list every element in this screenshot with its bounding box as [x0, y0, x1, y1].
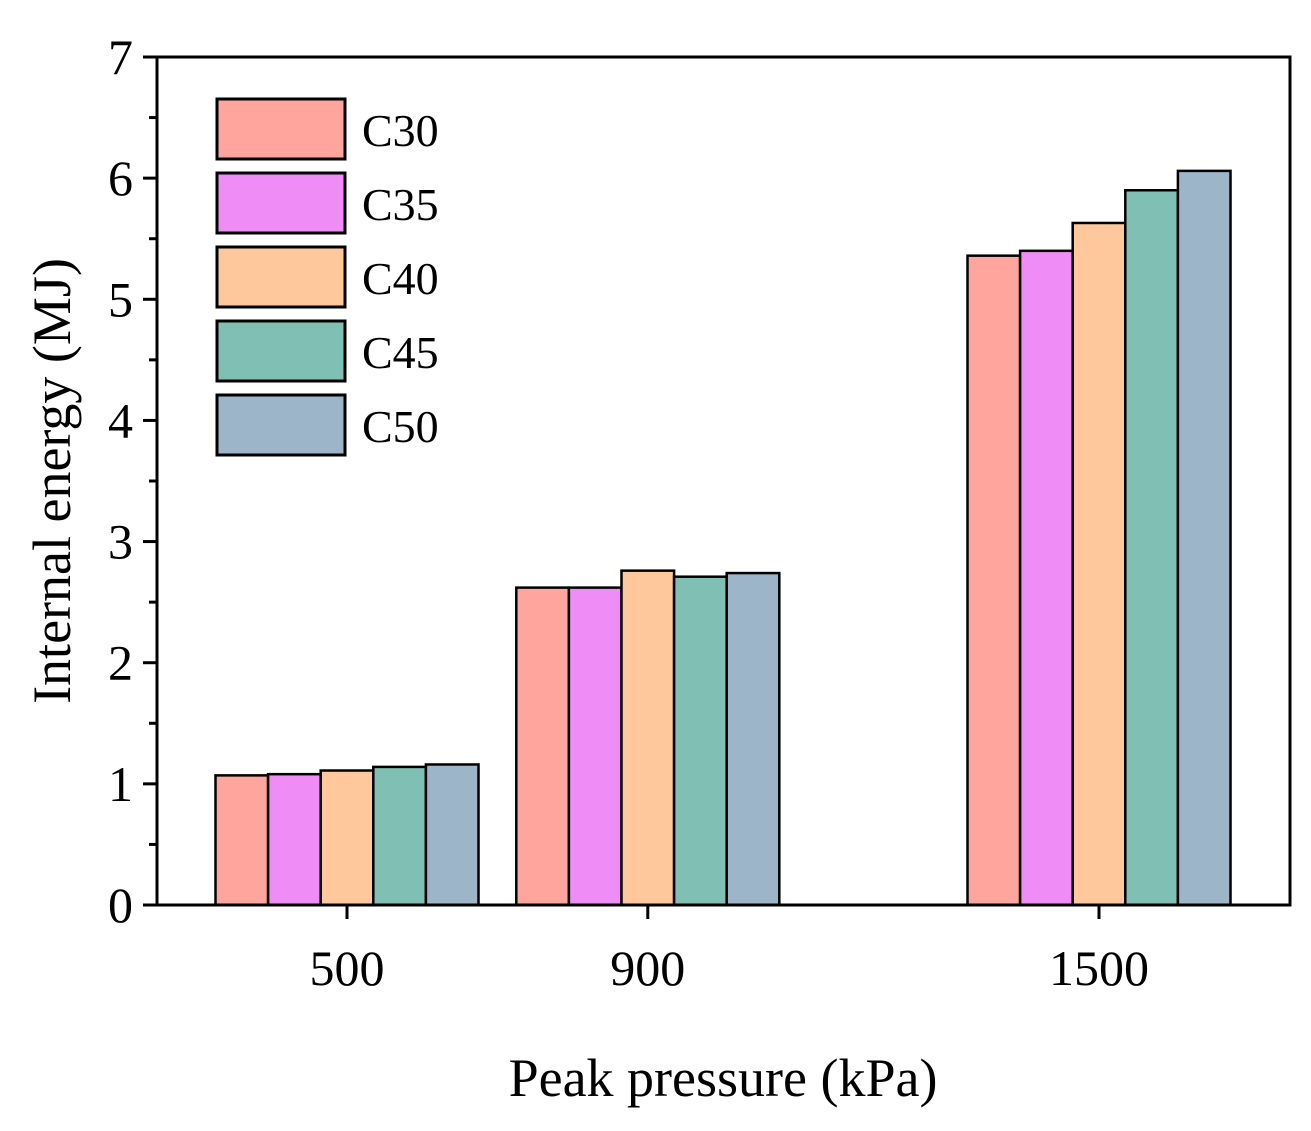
bar-c30-1500 — [966, 254, 1022, 907]
legend-label-c35: C35 — [362, 179, 439, 230]
legend-swatch-c35 — [215, 171, 347, 235]
x-tick-label: 900 — [610, 940, 685, 996]
x-tick-label: 500 — [310, 940, 385, 996]
x-axis-label: Peak pressure (kPa) — [509, 1048, 938, 1108]
x-axis: 500 900 1500 — [310, 905, 1149, 996]
bar-c50-900 — [725, 571, 781, 907]
bars-layer — [214, 169, 1232, 907]
bar-c35-900 — [567, 586, 623, 907]
legend-label-c50: C50 — [362, 401, 439, 452]
x-tick-label: 1500 — [1049, 940, 1149, 996]
legend-swatch-c30 — [215, 97, 347, 161]
legend-swatch-c40 — [215, 245, 347, 309]
bar-c40-1500 — [1071, 221, 1127, 907]
bar-c45-1500 — [1124, 189, 1180, 907]
legend-label-c40: C40 — [362, 253, 439, 304]
bar-c30-500 — [214, 774, 270, 907]
legend: C30 C35 C40 C45 C50 — [215, 97, 439, 457]
bar-c45-900 — [672, 575, 728, 907]
y-tick-label: 1 — [108, 756, 133, 812]
y-tick-label: 0 — [108, 877, 133, 933]
y-tick-label: 5 — [108, 271, 133, 327]
bar-c30-900 — [515, 586, 571, 907]
y-tick-label: 2 — [108, 635, 133, 691]
bar-c50-500 — [424, 763, 480, 907]
bar-c35-500 — [266, 772, 322, 907]
y-axis: 0 1 2 3 4 5 6 7 — [108, 29, 157, 933]
legend-swatch-c45 — [215, 319, 347, 383]
y-axis-label: Internal energy (MJ) — [22, 258, 82, 704]
legend-swatch-c50 — [215, 393, 347, 457]
y-tick-label: 4 — [108, 392, 133, 448]
bar-c35-1500 — [1018, 249, 1074, 907]
legend-label-c45: C45 — [362, 327, 439, 378]
bar-c45-500 — [372, 765, 428, 907]
legend-label-c30: C30 — [362, 105, 439, 156]
bar-c40-900 — [620, 569, 676, 907]
bar-c40-500 — [319, 769, 375, 907]
y-tick-label: 7 — [108, 29, 133, 85]
y-tick-label: 3 — [108, 514, 133, 570]
y-tick-label: 6 — [108, 150, 133, 206]
bar-c50-1500 — [1176, 169, 1232, 907]
